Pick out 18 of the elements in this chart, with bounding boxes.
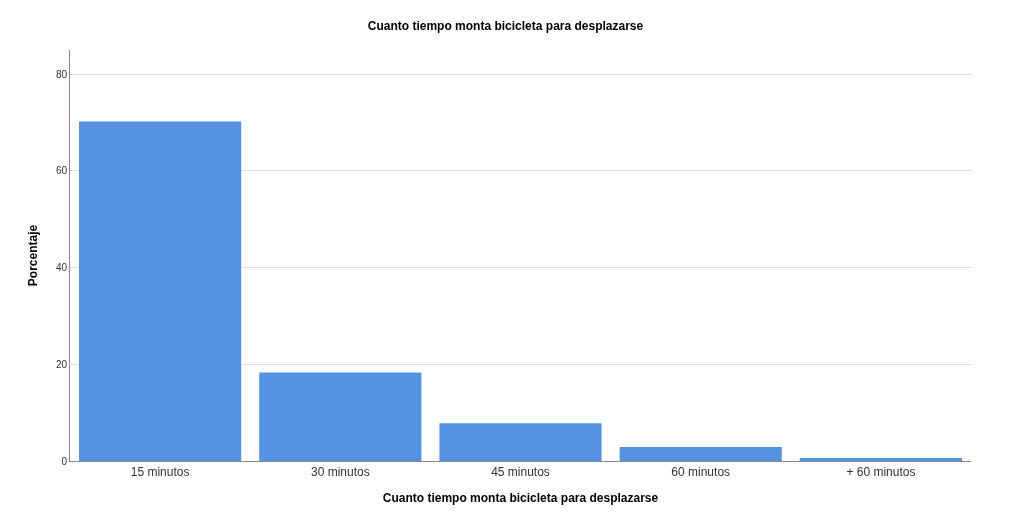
bar (439, 423, 602, 461)
x-tick-label: 60 minutos (671, 465, 731, 480)
x-tick-label: 45 minutos (491, 465, 550, 480)
y-tick-label: 60 (55, 165, 68, 177)
x-axis-title: Cuanto tiempo monta bicicleta para desplazarse (382, 491, 659, 506)
bar (259, 372, 422, 461)
y-tick-label: 20 (55, 358, 68, 370)
y-axis-title: Porcentaje (26, 224, 41, 287)
y-tick-label: 40 (55, 262, 68, 274)
y-tick-label: 0 (61, 455, 68, 467)
x-tick-label: + 60 minutos (846, 465, 916, 480)
y-tick-label: 80 (55, 68, 68, 80)
x-tick-label: 15 minutos (130, 465, 190, 480)
bar (799, 458, 962, 461)
x-tick-label: 30 minutos (310, 465, 370, 480)
bar (619, 446, 782, 461)
bar (79, 121, 242, 461)
chart-title: Cuanto tiempo monta bicicleta para desplazarse (367, 18, 644, 33)
